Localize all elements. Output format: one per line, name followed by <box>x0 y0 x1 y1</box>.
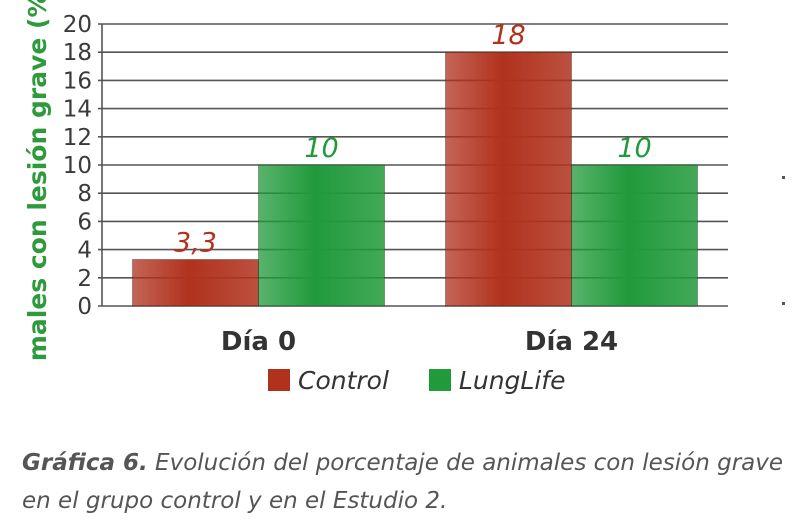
y-tick-label: 12 <box>63 125 92 151</box>
bar-control <box>445 51 572 307</box>
data-label-control: 3,3 <box>174 227 217 258</box>
legend-item-control: Control <box>268 366 389 395</box>
y-tick-label: 2 <box>77 266 92 292</box>
data-label-control: 18 <box>491 20 525 51</box>
figure-caption: Gráfica 6. Evolución del porcentaje de a… <box>22 444 792 520</box>
y-tick-label: 10 <box>63 153 92 179</box>
y-tick-label: 16 <box>63 68 92 94</box>
edge-mark <box>782 302 785 305</box>
data-label-lunglife: 10 <box>617 133 651 164</box>
legend-swatch-control <box>268 369 290 391</box>
edge-mark <box>782 176 785 179</box>
caption-text-line2: en el grupo control y en el Estudio 2. <box>22 488 448 514</box>
y-tick-label: 4 <box>77 238 92 264</box>
legend-label-control: Control <box>298 365 389 395</box>
legend: Control LungLife <box>268 362 565 398</box>
bars <box>132 51 698 307</box>
y-tick-label: 8 <box>77 181 92 207</box>
legend-label-lunglife: LungLife <box>458 365 566 395</box>
y-tick-label: 14 <box>63 97 92 123</box>
y-tick-label: 20 <box>63 12 92 38</box>
category-labels: Día 0 Día 24 <box>221 327 618 357</box>
y-tick-label: 6 <box>77 209 92 235</box>
y-tick-label: 18 <box>63 40 92 66</box>
caption-label: Gráfica 6. <box>22 450 148 476</box>
category-label: Día 0 <box>221 327 296 357</box>
category-label: Día 24 <box>525 327 618 357</box>
y-axis-label: Animales con lesión grave (%) <box>23 0 52 360</box>
bar-lunglife <box>258 164 385 307</box>
bar-lunglife <box>571 164 698 307</box>
y-tick-label: 0 <box>77 294 92 320</box>
bar-control <box>132 258 259 307</box>
legend-swatch-lunglife <box>428 369 451 391</box>
data-labels: 3,3 10 18 10 <box>174 20 652 258</box>
legend-item-lunglife: LungLife <box>428 365 566 395</box>
caption-text: Evolución del porcentaje de animales con… <box>147 450 784 476</box>
data-label-lunglife: 10 <box>304 133 338 164</box>
